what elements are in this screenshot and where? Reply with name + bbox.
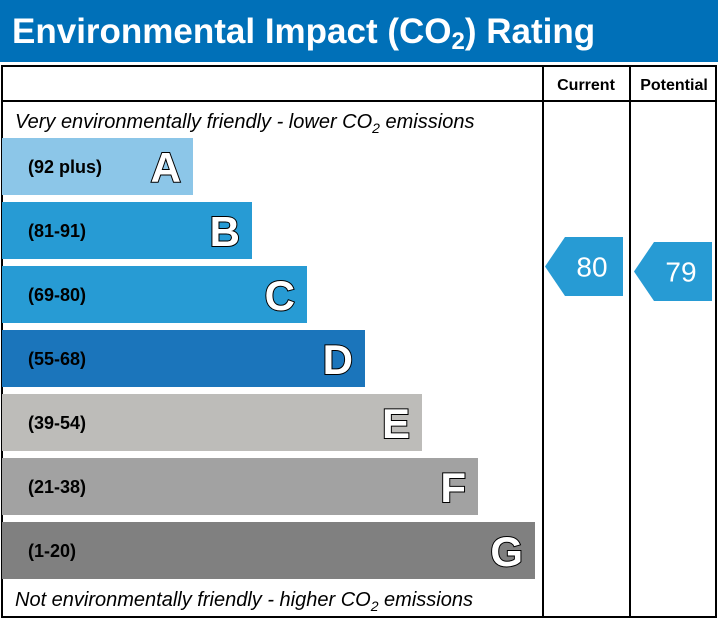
band-bar-A — [2, 138, 193, 195]
current-rating-arrow — [545, 237, 623, 296]
band-range-F: (21-38) — [28, 477, 86, 497]
potential-rating-arrow — [634, 242, 712, 301]
band-letter-B: B — [210, 208, 240, 255]
band-bar-D — [2, 330, 365, 387]
band-letter-E: E — [382, 400, 410, 447]
band-bar-B — [2, 202, 252, 259]
band-range-C: (69-80) — [28, 285, 86, 305]
band-bar-G — [2, 522, 535, 579]
band-letter-G: G — [490, 528, 523, 575]
band-range-E: (39-54) — [28, 413, 86, 433]
header-band — [0, 0, 718, 62]
page-title: Environmental Impact (CO2) Rating — [12, 12, 595, 55]
bottom-caption: Not environmentally friendly - higher CO… — [15, 589, 473, 614]
current-column-header: Current — [557, 77, 615, 94]
band-letter-C: C — [265, 272, 295, 319]
top-caption: Very environmentally friendly - lower CO… — [15, 111, 474, 136]
band-bar-E — [2, 394, 422, 451]
band-range-B: (81-91) — [28, 221, 86, 241]
band-letter-F: F — [440, 464, 466, 511]
band-letter-D: D — [323, 336, 353, 383]
current-rating-value: 80 — [576, 252, 607, 283]
band-range-D: (55-68) — [28, 349, 86, 369]
band-letter-A: A — [151, 144, 181, 191]
band-range-G: (1-20) — [28, 541, 76, 561]
potential-rating-value: 79 — [665, 257, 696, 288]
band-bar-C — [2, 266, 307, 323]
band-bar-F — [2, 458, 478, 515]
potential-column-header: Potential — [640, 77, 708, 94]
band-range-A: (92 plus) — [28, 157, 102, 177]
